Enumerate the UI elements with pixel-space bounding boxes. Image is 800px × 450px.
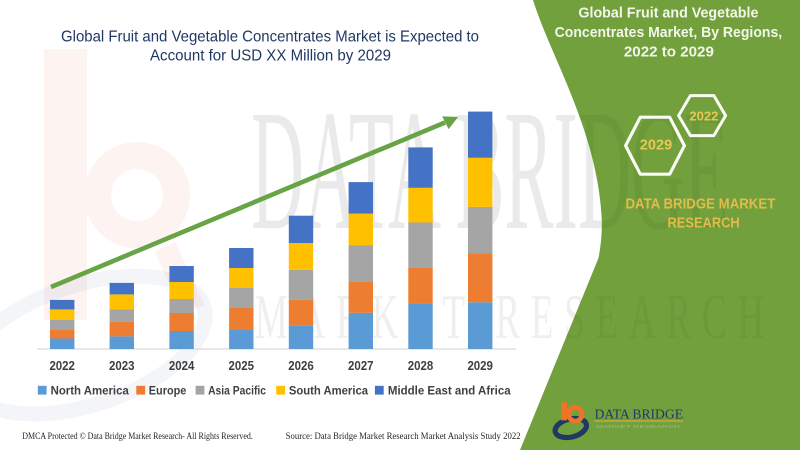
svg-text:South America: South America <box>289 384 368 398</box>
svg-text:Middle East and Africa: Middle East and Africa <box>388 384 511 398</box>
svg-text:Asia Pacific: Asia Pacific <box>208 384 266 398</box>
svg-text:Concentrates Market, By Region: Concentrates Market, By Regions, <box>555 24 783 41</box>
svg-text:Account for USD XX Million by: Account for USD XX Million by 2029 <box>150 48 391 65</box>
svg-text:North America: North America <box>51 384 130 398</box>
svg-text:Europe: Europe <box>149 384 187 398</box>
svg-text:Source: Data Bridge Market Res: Source: Data Bridge Market Research Mark… <box>286 432 521 442</box>
svg-text:2029: 2029 <box>640 138 673 154</box>
svg-text:DMCA Protected © Data Bridge M: DMCA Protected © Data Bridge Market Rese… <box>22 431 253 442</box>
svg-text:2028: 2028 <box>408 359 434 373</box>
svg-text:2024: 2024 <box>169 359 195 373</box>
svg-text:2022: 2022 <box>689 108 718 123</box>
svg-text:DATA BRIDGE: DATA BRIDGE <box>595 407 683 422</box>
svg-text:2029: 2029 <box>467 359 493 373</box>
svg-text:2022: 2022 <box>49 359 75 373</box>
svg-text:Global Fruit and Vegetable: Global Fruit and Vegetable <box>578 5 758 22</box>
svg-text:2026: 2026 <box>288 359 314 373</box>
svg-text:2027: 2027 <box>348 359 374 373</box>
svg-text:RESEARCH: RESEARCH <box>668 216 740 232</box>
svg-text:DATA BRIDGE MARKET: DATA BRIDGE MARKET <box>626 196 776 212</box>
svg-text:Global Fruit and Vegetable Con: Global Fruit and Vegetable Concentrates … <box>61 29 479 46</box>
svg-text:2022 to 2029: 2022 to 2029 <box>624 44 714 61</box>
svg-text:2023: 2023 <box>109 359 135 373</box>
svg-text:MARKET RESEARCH: MARKET RESEARCH <box>596 424 680 429</box>
svg-text:2025: 2025 <box>229 359 255 373</box>
